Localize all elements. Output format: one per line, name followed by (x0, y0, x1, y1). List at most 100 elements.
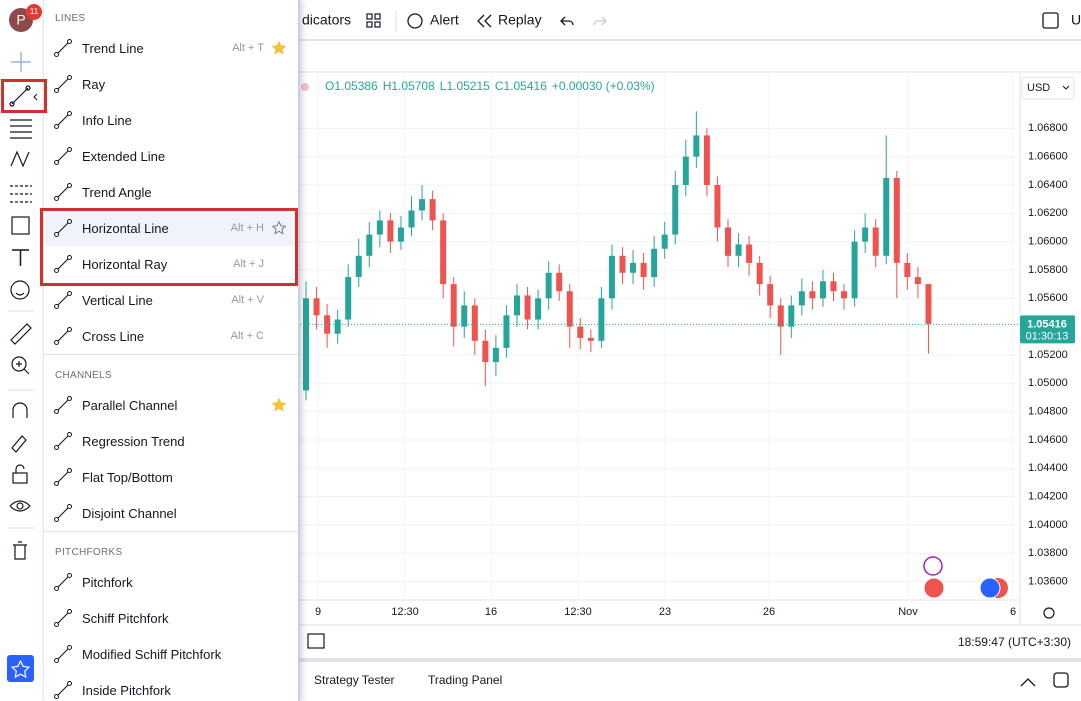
menu-item[interactable]: Parallel Channel (44, 387, 298, 423)
menu-item[interactable]: Modified Schiff Pitchfork (44, 636, 298, 672)
shortcut: Alt + J (233, 258, 264, 270)
tool-icon (54, 39, 72, 57)
candle-body (577, 326, 584, 338)
candle-body (429, 199, 436, 221)
x-tick-label: 6 (1010, 606, 1016, 618)
x-tick-label: 26 (763, 606, 775, 618)
menu-item[interactable]: Pitchfork (44, 564, 298, 600)
candle-body (777, 305, 784, 327)
text-tool[interactable] (12, 249, 29, 266)
tool-icon (54, 147, 72, 165)
favorite-star[interactable] (272, 398, 286, 412)
section-title: LINES (55, 13, 86, 24)
tool-icon (54, 468, 72, 486)
replay-button[interactable]: Replay (498, 12, 542, 28)
menu-item[interactable]: Disjoint Channel (44, 495, 298, 531)
menu-item[interactable]: Vertical Line Alt + V (44, 282, 298, 318)
shortcut: Alt + V (231, 294, 264, 306)
candle-body (524, 295, 531, 320)
countdown: 01:30:13 (1026, 330, 1069, 342)
legend-dot (301, 83, 309, 91)
menu-item[interactable]: Regression Trend (44, 423, 298, 459)
measure-tool[interactable] (10, 323, 32, 345)
undo-icon[interactable] (560, 16, 574, 26)
menu-item[interactable]: Trend Angle (44, 174, 298, 210)
menu-item[interactable]: Ray (44, 66, 298, 102)
layout-icon[interactable] (366, 13, 381, 28)
fullscreen-checkbox[interactable] (1042, 12, 1059, 29)
menu-item[interactable]: Inside Pitchfork (44, 672, 298, 701)
goto-date-icon[interactable] (307, 633, 325, 649)
currency[interactable]: USD (1027, 82, 1050, 94)
bottom-tab[interactable]: Strategy Tester (314, 673, 394, 687)
redo-icon (593, 16, 607, 26)
magnet-tool[interactable] (12, 402, 28, 418)
collapse-button[interactable] (1020, 678, 1036, 687)
event-flag[interactable] (923, 577, 945, 599)
item-name: Modified Schiff Pitchfork (82, 646, 222, 662)
alert-icon[interactable] (407, 13, 423, 29)
item-name: Pitchfork (82, 574, 133, 590)
stay-drawing-tool[interactable] (11, 435, 27, 453)
y-tick-label: 1.06400 (1028, 179, 1068, 191)
trend-line-tool[interactable] (11, 87, 29, 105)
ohlc-value: C1.05416 (495, 79, 547, 93)
menu-item[interactable]: Horizontal Line Alt + H (44, 210, 298, 246)
currency-box[interactable] (1021, 76, 1075, 100)
event-flag[interactable] (979, 577, 1001, 599)
prediction-tool[interactable] (10, 185, 32, 203)
clock: 18:59:47 (UTC+3:30) (958, 635, 1071, 649)
item-name: Regression Trend (82, 433, 185, 449)
menu-item[interactable]: Trend Line Alt + T (44, 30, 298, 66)
y-tick-label: 1.05600 (1028, 292, 1068, 304)
bottom-tab[interactable]: Trading Panel (428, 673, 502, 687)
lock-tool[interactable] (12, 472, 28, 484)
tool-icon (54, 432, 72, 450)
favorite-star[interactable] (272, 221, 286, 235)
menu-item[interactable]: Cross Line Alt + C (44, 318, 298, 354)
candle-body (450, 284, 457, 327)
indicators-button[interactable]: dicators (302, 12, 351, 28)
settings-button[interactable] (1043, 607, 1055, 619)
pattern-tool[interactable] (10, 150, 30, 168)
fib-tool[interactable] (10, 119, 32, 139)
candle-body (767, 284, 774, 306)
y-tick-label: 1.06600 (1028, 151, 1068, 163)
menu-item[interactable]: Info Line (44, 102, 298, 138)
maximize-button[interactable] (1053, 672, 1069, 688)
cut-label: U (1071, 12, 1081, 28)
section-title: CHANNELS (55, 370, 112, 381)
candle-body (735, 244, 742, 256)
tool-icon (54, 573, 72, 591)
candle-body (303, 298, 309, 391)
crosshair-tool[interactable] (11, 52, 31, 72)
x-tick-label: 9 (315, 606, 321, 618)
candle-body (492, 347, 499, 363)
alert-button[interactable]: Alert (430, 12, 459, 28)
item-name: Parallel Channel (82, 397, 178, 413)
favorites-button[interactable] (7, 655, 34, 682)
remove-tool[interactable] (13, 541, 27, 560)
candle-body (440, 220, 447, 285)
item-name: Trend Angle (82, 184, 152, 200)
icon-tool[interactable] (10, 280, 30, 300)
hide-tool[interactable] (9, 500, 31, 512)
tool-icon (54, 327, 72, 345)
y-tick-label: 1.04400 (1028, 462, 1068, 474)
x-tick-label: 12:30 (391, 606, 419, 618)
plot (300, 72, 1020, 600)
item-name: Horizontal Ray (82, 256, 168, 272)
event-icon[interactable] (923, 556, 943, 576)
menu-item[interactable]: Schiff Pitchfork (44, 600, 298, 636)
currency-caret (1062, 85, 1070, 90)
menu-item[interactable]: Horizontal Ray Alt + J (44, 246, 298, 282)
menu-item[interactable]: Flat Top/Bottom (44, 459, 298, 495)
shape-tool[interactable] (11, 216, 30, 235)
candle-body (788, 305, 795, 327)
menu-item[interactable]: Extended Line (44, 138, 298, 174)
favorite-star[interactable] (272, 41, 286, 55)
candle-body (851, 241, 858, 299)
replay-icon[interactable] (477, 14, 492, 28)
zoom-tool[interactable] (11, 356, 27, 372)
